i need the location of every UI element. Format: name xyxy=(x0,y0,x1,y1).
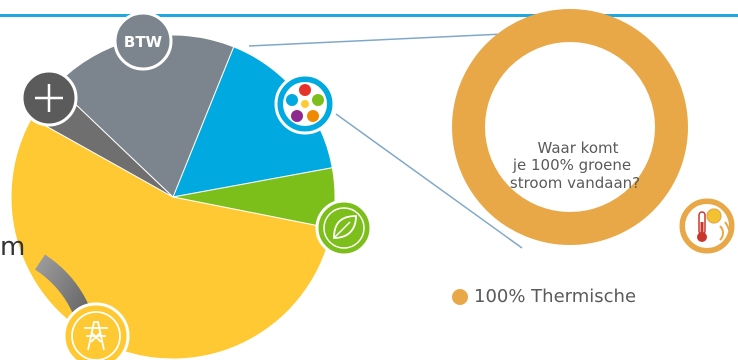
stray-text-fragment: m xyxy=(0,232,25,262)
donut-ring-thermal xyxy=(452,9,688,245)
donut-center-line-2: je 100% groene xyxy=(512,156,631,174)
legend-swatch-thermal xyxy=(452,288,468,305)
plus-badge-icon xyxy=(20,69,78,127)
top-divider xyxy=(0,14,738,17)
multicolor-star-icon xyxy=(274,73,336,135)
thermometer-sun-icon xyxy=(676,195,738,257)
btw-badge-text: BTW xyxy=(124,33,163,51)
power-pylon-icon xyxy=(62,302,130,360)
btw-badge: BTW xyxy=(113,11,173,71)
legend-label-thermal: 100% Thermische xyxy=(474,286,637,307)
connector-line-bottom xyxy=(335,113,523,249)
source-donut xyxy=(452,9,688,245)
donut-center-line-1: Waar komt xyxy=(537,139,618,157)
leaf-icon xyxy=(315,199,373,257)
donut-center-line-3: stroom vandaan? xyxy=(510,174,640,192)
donut-legend: 100% Thermische xyxy=(452,286,636,307)
